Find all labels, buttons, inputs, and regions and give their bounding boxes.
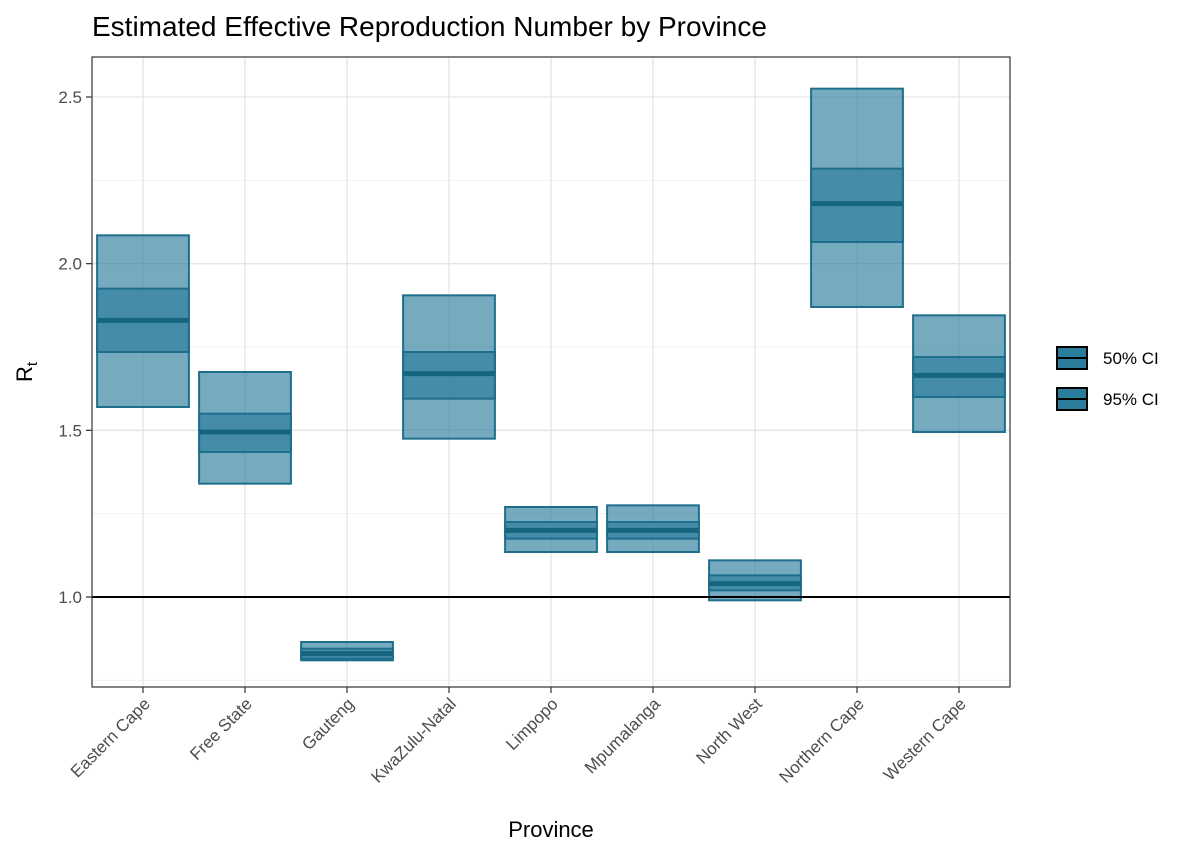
crossbar-group	[300, 641, 394, 662]
legend-item: 50% CI	[1056, 346, 1159, 370]
crossbar-group	[198, 371, 292, 485]
x-tick-label: Limpopo	[502, 694, 562, 754]
y-axis-title-subscript: t	[24, 361, 41, 366]
crossbar-group	[708, 559, 802, 602]
x-axis-title: Province	[508, 817, 594, 842]
legend-label: 95% CI	[1103, 390, 1159, 409]
legend-item: 95% CI	[1056, 387, 1159, 411]
crossbar-group	[96, 234, 190, 408]
x-tick-label: Western Cape	[880, 694, 970, 784]
x-tick-label: Mpumalanga	[581, 694, 664, 777]
x-tick-label: Eastern Cape	[67, 694, 154, 781]
x-tick-label: Northern Cape	[776, 694, 868, 786]
crossbars	[96, 87, 1006, 662]
y-tick-label: 2.5	[58, 88, 82, 107]
y-tick-label: 2.0	[58, 255, 82, 274]
x-tick-label: KwaZulu-Natal	[368, 694, 460, 786]
crossbar-group	[810, 87, 904, 308]
y-tick-label: 1.5	[58, 421, 82, 440]
legend-label: 50% CI	[1103, 349, 1159, 368]
x-tick-label: North West	[692, 694, 766, 768]
crossbar-group	[912, 314, 1006, 434]
y-axis-title: Rt	[12, 361, 41, 382]
crossbar-group	[402, 294, 496, 440]
y-axis-title-main: R	[12, 366, 37, 382]
y-axis: 1.0 1.5 2.0 2.5	[58, 88, 92, 607]
crossbar-group	[606, 504, 700, 554]
x-tick-label: Gauteng	[298, 694, 358, 754]
x-axis: Eastern Cape Free State Gauteng KwaZulu-Nat…	[67, 687, 970, 787]
y-tick-label: 1.0	[58, 588, 82, 607]
x-tick-label: Free State	[186, 694, 256, 764]
legend: 50% CI 95% CI	[1056, 346, 1159, 411]
chart-title: Estimated Effective Reproduction Number …	[92, 11, 767, 42]
crossbar-group	[504, 506, 598, 553]
